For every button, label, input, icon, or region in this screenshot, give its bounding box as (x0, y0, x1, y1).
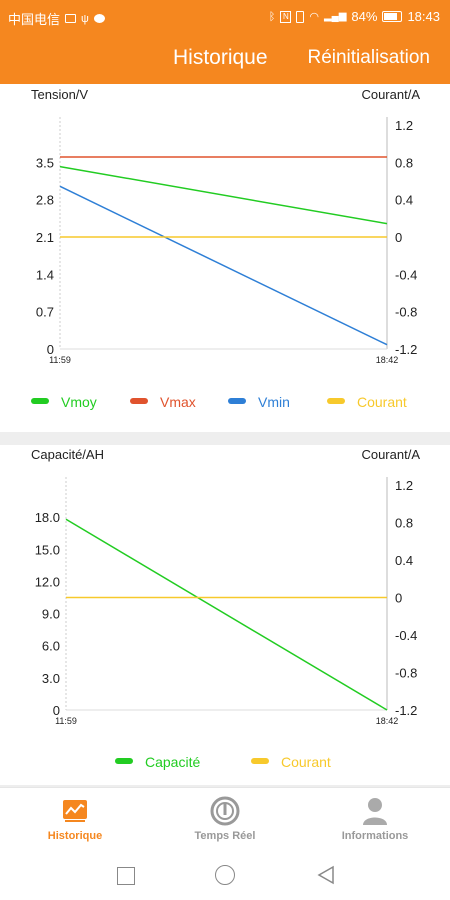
usb-icon: ψ (81, 12, 89, 25)
legend-label: Vmax (160, 394, 196, 410)
legend-swatch (327, 398, 345, 404)
y-right-tick-label: 1.2 (395, 478, 413, 493)
page-title: Historique (173, 46, 268, 69)
wifi-icon: ◠ (309, 11, 319, 23)
y-left-tick-label: 18.0 (35, 510, 60, 525)
system-nav-bar (0, 855, 450, 900)
y-left-tick-label: 2.1 (36, 230, 54, 245)
nav-label-temps-reel: Temps Réel (194, 830, 256, 842)
recent-apps-button[interactable] (117, 867, 135, 885)
app-bar: Historique Réinitialisation (0, 32, 450, 84)
nav-item-informations[interactable]: Informations (315, 796, 435, 842)
y-left-tick-label: 0 (53, 703, 60, 718)
y-left-tick-label: 2.8 (36, 193, 54, 208)
person-icon (363, 798, 387, 825)
legend-label: Vmoy (61, 394, 97, 410)
legend-label: Vmin (258, 394, 290, 410)
battery-percent: 84% (351, 9, 378, 24)
legend-swatch (31, 398, 49, 404)
x-tick-label: 11:59 (49, 355, 71, 365)
y-left-tick-label: 12.0 (35, 574, 60, 589)
nav-item-historique[interactable]: Historique (15, 796, 135, 842)
legend-label: Courant (357, 394, 407, 410)
y-right-tick-label: 0 (395, 230, 402, 245)
signal-icon: ▂▄▆ (323, 11, 347, 22)
y-left-tick-label: 0 (47, 342, 54, 357)
status-bar: 中国电信 ψ ᛒ N ◠ ▂▄▆ 84% 18:43 (0, 0, 450, 32)
nav-label-informations: Informations (341, 830, 409, 842)
y-right-tick-label: 1.2 (395, 118, 413, 133)
home-button[interactable] (215, 865, 235, 885)
y-right-tick-label: 0.8 (395, 516, 413, 531)
capacity-chart-card: Capacité/AH Courant/A 0 3.0 6.0 9.0 12.0 15.0 18… (0, 445, 450, 785)
left-axis-title: Tension/V (31, 87, 88, 102)
y-right-tick-label: -0.4 (395, 628, 417, 643)
right-axis-title: Courant/A (361, 87, 420, 102)
legend-swatch (115, 758, 133, 764)
legend-label: Capacité (145, 754, 200, 770)
y-right-tick-label: -1.2 (395, 342, 417, 357)
y-right-tick-label: -0.8 (395, 305, 417, 320)
nav-item-temps-reel[interactable]: Temps Réel (165, 796, 285, 842)
series-line-vmoy (59, 165, 388, 225)
battery-icon (382, 11, 403, 22)
y-left-tick-label: 9.0 (42, 607, 60, 622)
x-tick-label: 18:42 (376, 355, 399, 365)
y-left-tick-label: 0.7 (36, 305, 54, 320)
message-icon (93, 14, 105, 23)
y-left-tick-label: 3.5 (36, 155, 54, 170)
y-right-tick-label: -0.4 (395, 267, 417, 282)
series-line-capacité (65, 518, 388, 711)
legend-label: Courant (281, 754, 331, 770)
chart-icon (63, 800, 87, 822)
left-axis-title: Capacité/AH (31, 447, 104, 462)
voltage-chart: Tension/V Courant/A 0 0.7 1.4 2.1 2.8 3.5 -1.2 -0… (31, 87, 420, 410)
x-tick-label: 18:42 (376, 716, 399, 726)
carrier-label: 中国电信 (8, 12, 61, 27)
nav-label-historique: Historique (47, 830, 103, 842)
vibrate-icon (296, 10, 305, 23)
y-right-tick-label: -0.8 (395, 666, 417, 681)
clock: 18:43 (407, 9, 440, 24)
y-left-tick-label: 1.4 (36, 267, 54, 282)
y-right-tick-label: 0.4 (395, 193, 413, 208)
y-right-tick-label: 0.8 (395, 155, 413, 170)
voltage-chart-card: Tension/V Courant/A 0 0.7 1.4 2.1 2.8 3.5 -1.2 -0… (0, 84, 450, 432)
series-line-vmin (59, 185, 388, 346)
x-tick-label: 11:59 (55, 716, 77, 726)
legend-swatch (228, 398, 246, 404)
back-button[interactable] (316, 865, 336, 885)
reset-button[interactable]: Réinitialisation (307, 47, 430, 68)
y-left-tick-label: 3.0 (42, 671, 60, 686)
y-right-tick-label: 0.4 (395, 553, 413, 568)
bottom-nav: Historique Temps Réel Informations (0, 787, 450, 856)
legend-swatch (251, 758, 269, 764)
y-left-tick-label: 6.0 (42, 639, 60, 654)
legend-swatch (130, 398, 148, 404)
bluetooth-icon: ᛒ (268, 10, 276, 23)
y-right-tick-label: 0 (395, 591, 402, 606)
nfc-icon: N (280, 10, 292, 23)
sim-icon (65, 14, 77, 23)
right-axis-title: Courant/A (361, 447, 420, 462)
capacity-chart: Capacité/AH Courant/A 0 3.0 6.0 9.0 12.0 15.0 18… (31, 447, 420, 770)
y-left-tick-label: 15.0 (35, 542, 60, 557)
y-right-tick-label: -1.2 (395, 703, 417, 718)
gauge-icon (210, 796, 240, 826)
